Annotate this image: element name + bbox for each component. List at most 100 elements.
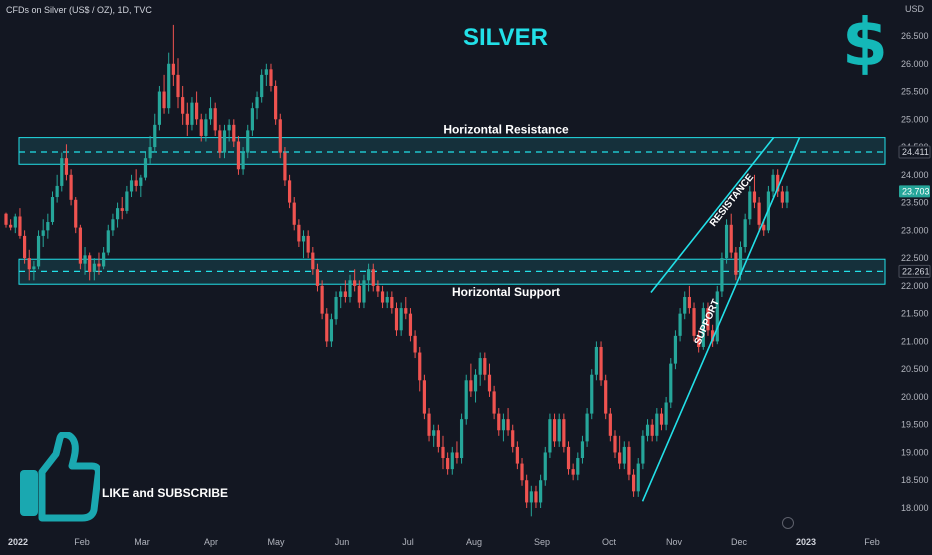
- candle-body: [427, 413, 431, 436]
- candle-body: [687, 296, 691, 309]
- x-tick-label: Feb: [74, 537, 90, 547]
- x-tick-label: Oct: [602, 537, 617, 547]
- candle-body: [743, 219, 747, 248]
- candle-body: [213, 108, 217, 131]
- candle-body: [380, 291, 385, 303]
- candle-body: [88, 255, 92, 272]
- y-tick-label: 23.000: [901, 225, 929, 235]
- candle-body: [697, 335, 701, 347]
- x-tick-label: Apr: [204, 537, 218, 547]
- candle-body: [441, 446, 445, 459]
- candle-body: [622, 446, 626, 464]
- candle-body: [515, 446, 519, 464]
- y-tick-label: 20.000: [901, 392, 929, 402]
- y-tick-label: 19.500: [901, 420, 929, 430]
- candle-body: [246, 130, 250, 153]
- candle-body: [785, 191, 789, 203]
- candle-body: [329, 319, 334, 342]
- candle-body: [399, 308, 403, 331]
- candle-body: [250, 108, 254, 131]
- candle-body: [278, 119, 282, 153]
- x-tick-label: Jul: [402, 537, 414, 547]
- candle-body: [613, 435, 617, 453]
- candle-body: [464, 380, 468, 420]
- candle-body: [720, 258, 724, 292]
- candle-body: [195, 102, 199, 120]
- y-tick-label: 26.000: [901, 59, 929, 69]
- candle-body: [715, 291, 719, 342]
- candle-body: [390, 296, 394, 309]
- candle-body: [269, 69, 273, 86]
- y-tick-label: 26.500: [901, 31, 929, 41]
- candle-body: [22, 235, 27, 259]
- candle-body: [436, 430, 440, 447]
- candle-body: [143, 158, 148, 178]
- y-tick-label: 22.500: [901, 253, 929, 263]
- candle-body: [394, 308, 399, 331]
- candle-body: [752, 191, 757, 203]
- candle-body: [618, 452, 622, 464]
- candle-body: [459, 419, 464, 459]
- candle-body: [148, 147, 152, 159]
- candle-body: [283, 152, 287, 181]
- currency-unit: USD: [905, 4, 925, 14]
- candle-body: [729, 224, 733, 253]
- candle-body: [9, 224, 13, 228]
- candle-body: [297, 224, 301, 242]
- lightning-icon: [782, 517, 794, 529]
- candle-body: [353, 280, 357, 286]
- candle-body: [274, 85, 278, 120]
- candle-body: [678, 313, 682, 336]
- candle-body: [32, 266, 36, 270]
- zone-band: [18, 137, 886, 165]
- candle-body: [4, 213, 8, 225]
- y-tick-label: 24.000: [901, 170, 929, 180]
- candle-body: [92, 263, 96, 272]
- candle-body: [153, 124, 157, 148]
- trendline: [641, 137, 801, 502]
- candle-body: [557, 419, 561, 442]
- candle-body: [115, 208, 120, 220]
- y-tick-label: 21.000: [901, 336, 929, 346]
- candle-body: [701, 308, 705, 347]
- y-tick-label: 18.000: [901, 503, 929, 513]
- candle-body: [543, 452, 547, 481]
- candle-body: [367, 269, 371, 281]
- candle-body: [60, 158, 64, 186]
- candle-body: [422, 380, 426, 414]
- candle-body: [780, 191, 784, 203]
- candle-body: [497, 413, 501, 431]
- x-tick-label: Feb: [864, 537, 880, 547]
- candle-body: [13, 216, 17, 228]
- y-tick-label: 18.500: [901, 475, 929, 485]
- candle-body: [357, 285, 361, 303]
- candle-body: [292, 202, 296, 225]
- candle-body: [432, 430, 436, 436]
- candle-body: [534, 491, 538, 503]
- candle-body: [683, 296, 687, 314]
- candle-body: [511, 430, 515, 447]
- candle-body: [599, 346, 603, 381]
- candle-body: [371, 269, 375, 286]
- candle-body: [762, 224, 766, 231]
- candle-body: [306, 235, 310, 253]
- candle-body: [125, 191, 129, 211]
- chart-title: SILVER: [463, 24, 548, 51]
- candle-body: [129, 180, 134, 192]
- candle-body: [631, 474, 636, 492]
- dollar-icon: $: [842, 4, 888, 81]
- y-tick-label: 20.500: [901, 364, 929, 374]
- candle-body: [404, 308, 408, 314]
- candle-body: [315, 269, 320, 286]
- candle-body: [590, 374, 594, 414]
- candle-body: [255, 97, 259, 109]
- candle-body: [418, 352, 422, 381]
- candle-body: [724, 224, 729, 259]
- candle-body: [757, 202, 761, 225]
- candle-body: [473, 374, 478, 392]
- candle-body: [655, 413, 659, 436]
- candle-body: [669, 363, 673, 403]
- candle-body: [50, 197, 55, 223]
